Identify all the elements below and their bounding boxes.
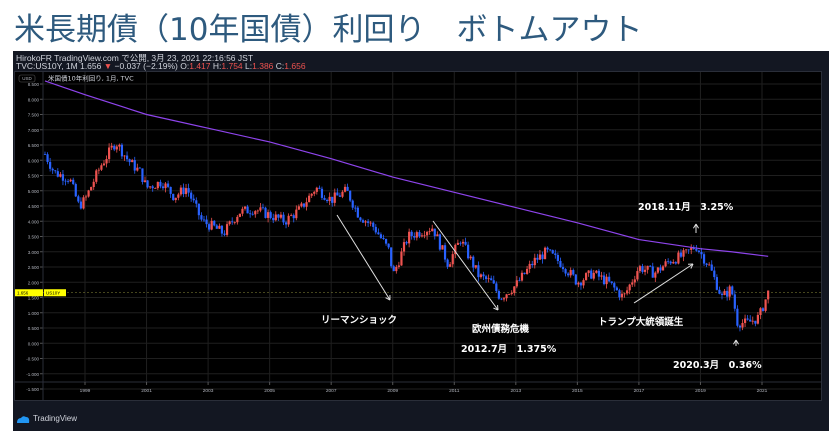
x-tick-label: 2015 xyxy=(572,388,583,394)
y-tick-label: 5.500 xyxy=(28,174,40,179)
close-value: 1.656 xyxy=(284,61,306,71)
annotation-bottom: 2020.3月 0.36% xyxy=(673,360,762,371)
svg-text:US10Y: US10Y xyxy=(46,291,60,296)
publish-info: HirokoFR TradingView.com で公開, 3月 23, 202… xyxy=(16,53,254,63)
change-value: −0.037 (−2.19%) xyxy=(114,61,178,71)
price-badge: 1.656 US10Y xyxy=(15,289,66,297)
y-tick-label: 3.000 xyxy=(28,250,40,255)
x-tick-label: 2003 xyxy=(203,388,214,394)
trump-arrow-icon xyxy=(633,263,694,304)
page-title: 米長期債（10年国債）利回り ボトムアウト xyxy=(14,12,643,48)
x-tick-label: 2019 xyxy=(695,388,706,394)
open-value: 1.417 xyxy=(189,61,211,71)
y-tick-label: 5.000 xyxy=(28,189,40,194)
currency-label: USD xyxy=(22,76,32,81)
y-tick-label: 8.500 xyxy=(28,82,40,87)
y-tick-label: 3.500 xyxy=(28,235,40,240)
symbol-ohlc-line: TVC:US10Y, 1M 1.656 ▼ −0.037 (−2.19%) O:… xyxy=(16,61,306,71)
y-tick-label: 7.500 xyxy=(28,113,40,118)
lehman-arrow-icon xyxy=(336,214,391,301)
y-tick-label: 1.000 xyxy=(28,311,40,316)
y-tick-label: 7.000 xyxy=(28,128,40,133)
x-tick-label: 2001 xyxy=(141,388,152,394)
low-value: 1.386 xyxy=(252,61,274,71)
y-tick-label: 0.000 xyxy=(28,341,40,346)
x-tick-label: 2013 xyxy=(510,388,521,394)
y-tick-label: -1.000 xyxy=(26,372,39,377)
y-tick-label: 1.500 xyxy=(28,296,40,301)
x-tick-label: 2009 xyxy=(387,388,398,394)
y-tick-label: 0.500 xyxy=(28,326,40,331)
chart-canvas[interactable]: 8.500 8.000 7.500 7.000 6.500 6.000 5.500 5.000… xyxy=(14,71,822,401)
x-tick-label: 1999 xyxy=(80,388,91,394)
peak-marker-arrow-icon xyxy=(692,223,700,233)
y-tick-label: 2.000 xyxy=(28,280,40,285)
x-tick-label: 2021 xyxy=(757,388,768,394)
low-label: L: xyxy=(245,61,253,71)
x-tick-label: 2005 xyxy=(264,388,275,394)
euro-crisis-arrow-icon xyxy=(432,220,499,311)
candlestick-chart[interactable]: 8.500 8.000 7.500 7.000 6.500 6.000 5.500 5.000… xyxy=(15,72,821,400)
annotation-trump: トランプ大統領誕生 xyxy=(598,317,684,328)
annotation-peak: 2018.11月 3.25% xyxy=(638,202,734,213)
moving-average-line xyxy=(44,80,769,257)
tradingview-cloud-icon xyxy=(17,415,30,423)
symbol-label: TVC:US10Y, 1M 1.656 xyxy=(16,61,102,71)
annotation-euro-crisis: 欧州債務危機 xyxy=(472,324,530,335)
down-triangle-icon: ▼ xyxy=(103,61,113,71)
bottom-marker-arrow-icon xyxy=(732,339,740,346)
footer: TradingView xyxy=(16,414,77,423)
y-tick-label: 4.000 xyxy=(28,219,40,224)
high-value: 1.754 xyxy=(221,61,243,71)
y-tick-label: -1.500 xyxy=(26,387,39,392)
close-label: C: xyxy=(275,61,285,71)
y-tick-label: 2.500 xyxy=(28,265,40,270)
y-tick-label: 8.000 xyxy=(28,97,40,102)
open-label: O: xyxy=(180,61,190,71)
x-tick-label: 2017 xyxy=(634,388,645,394)
y-tick-label: -0.500 xyxy=(26,357,39,362)
y-tick-label: 6.500 xyxy=(28,143,40,148)
annotation-lehman: リーマンショック xyxy=(321,315,398,326)
tradingview-brand: TradingView xyxy=(33,414,78,423)
high-label: H: xyxy=(212,61,222,71)
candles xyxy=(43,142,770,332)
svg-text:1.656: 1.656 xyxy=(17,291,29,296)
x-tick-label: 2011 xyxy=(449,388,460,394)
y-tick-label: 6.000 xyxy=(28,158,40,163)
x-tick-label: 2007 xyxy=(326,388,337,394)
y-tick-label: 4.500 xyxy=(28,204,40,209)
series-legend: 米国債10年利回り, 1月, TVC xyxy=(48,74,134,83)
annotation-euro-low: 2012.7月 1.375% xyxy=(461,344,557,355)
tradingview-chart-panel: HirokoFR TradingView.com で公開, 3月 23, 202… xyxy=(13,51,829,431)
